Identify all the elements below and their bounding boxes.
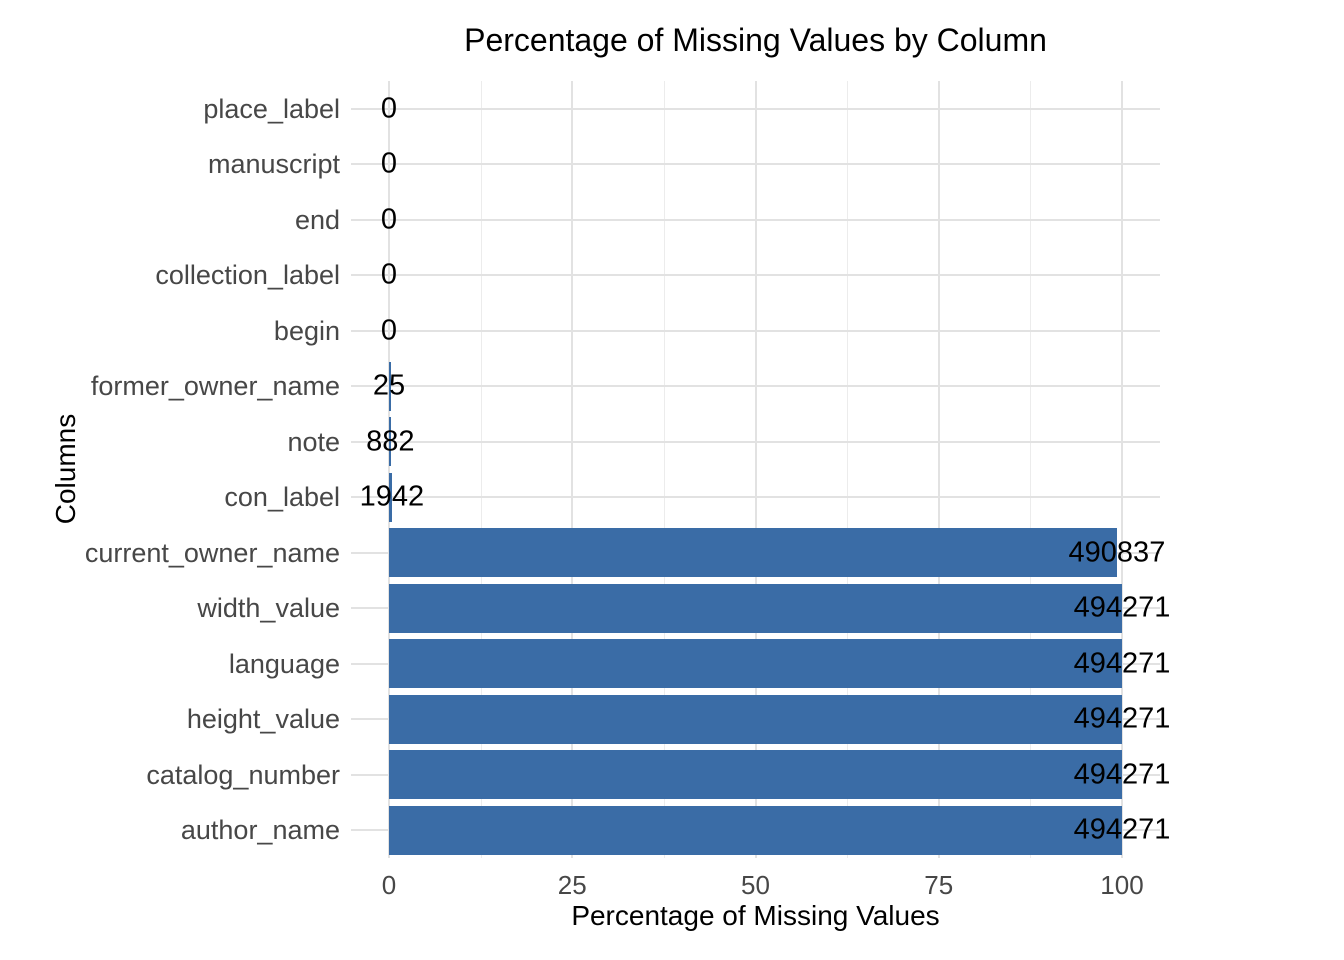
gridline-horizontal-major — [351, 163, 1160, 166]
bar — [389, 805, 1122, 855]
gridline-horizontal-major — [351, 440, 1160, 443]
plot-panel — [351, 81, 1160, 858]
value-label: 0 — [380, 147, 398, 180]
x-tick-label: 25 — [557, 870, 587, 900]
gridline-horizontal-major — [351, 218, 1160, 221]
category-label: con_label — [224, 482, 340, 513]
x-axis-title: Percentage of Missing Values — [571, 900, 940, 931]
category-label: language — [228, 648, 340, 679]
bar — [389, 417, 391, 467]
gridline-horizontal-major — [351, 385, 1160, 388]
x-tick-label: 50 — [741, 870, 770, 900]
value-label: 490837 — [1068, 536, 1166, 569]
value-label: 494271 — [1073, 758, 1171, 791]
bar — [389, 528, 1117, 578]
value-label: 882 — [366, 425, 415, 458]
bar — [389, 472, 392, 522]
gridline-horizontal-major — [351, 496, 1160, 499]
value-label: 1942 — [359, 480, 425, 513]
value-label: 494271 — [1073, 702, 1171, 735]
category-label: author_name — [180, 815, 340, 846]
gridline-horizontal-major — [351, 274, 1160, 277]
category-label: height_value — [186, 704, 340, 735]
category-label: manuscript — [207, 149, 340, 180]
gridline-vertical-minor — [847, 81, 849, 858]
gridline-vertical-minor — [480, 81, 482, 858]
category-label: current_owner_name — [84, 537, 340, 568]
bar — [389, 583, 1122, 633]
bar — [389, 750, 1122, 800]
bar — [389, 639, 1122, 689]
value-label: 494271 — [1073, 591, 1171, 624]
value-label: 494271 — [1073, 813, 1171, 846]
category-label: note — [287, 426, 340, 457]
value-label: 0 — [380, 314, 398, 347]
category-label: former_owner_name — [90, 371, 340, 402]
value-label: 0 — [380, 92, 398, 125]
gridline-horizontal-major — [351, 107, 1160, 110]
gridline-vertical-major — [937, 81, 940, 858]
x-tick-label: 100 — [1100, 870, 1144, 900]
category-label: catalog_number — [146, 759, 340, 790]
chart-title: Percentage of Missing Values by Column — [464, 22, 1047, 58]
value-label: 0 — [380, 258, 398, 291]
category-label: place_label — [203, 93, 340, 124]
gridline-vertical-minor — [663, 81, 665, 858]
value-label: 0 — [380, 203, 398, 236]
category-label: width_value — [197, 593, 340, 624]
x-tick-label: 75 — [924, 870, 954, 900]
bar — [389, 694, 1122, 744]
gridline-vertical-major — [571, 81, 574, 858]
value-label: 25 — [372, 369, 406, 402]
bar — [389, 361, 391, 411]
category-label: end — [294, 204, 340, 235]
gridline-horizontal-major — [351, 329, 1160, 332]
x-tick-label: 0 — [381, 870, 397, 900]
gridline-vertical-major — [388, 81, 390, 858]
category-label: begin — [273, 315, 340, 346]
value-label: 494271 — [1073, 647, 1171, 680]
gridline-vertical-major — [754, 81, 757, 858]
gridline-vertical-major — [1121, 81, 1123, 858]
gridline-vertical-minor — [1030, 81, 1032, 858]
category-label: collection_label — [155, 260, 340, 291]
